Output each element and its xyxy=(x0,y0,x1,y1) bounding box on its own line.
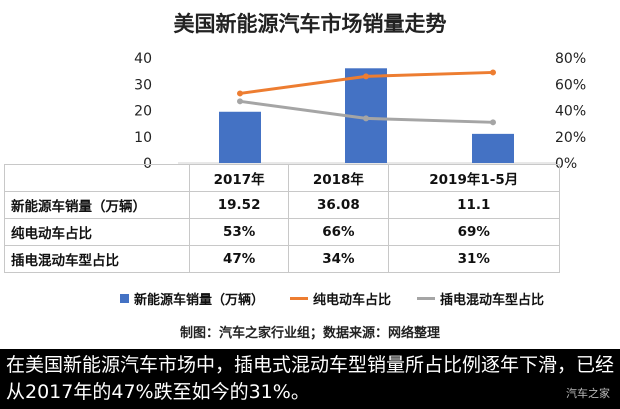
y-right-tick-label: 60% xyxy=(555,77,586,93)
table-cell: 36.08 xyxy=(288,191,389,219)
legend-item-sales: 新能源车销量（万辆） xyxy=(120,289,264,308)
y-right-tick-label: 20% xyxy=(555,130,586,146)
legend-label: 插电混动车型占比 xyxy=(440,292,545,308)
y-right-tick-label: 40% xyxy=(555,104,586,120)
table-cell: 19.52 xyxy=(188,191,290,219)
watermark-logo: 汽车之家 xyxy=(566,387,610,400)
legend-swatch-line xyxy=(417,296,436,300)
y-right-tick-label: 0% xyxy=(555,156,577,172)
table-cell: 11.1 xyxy=(387,191,560,219)
series-point xyxy=(237,90,243,97)
table-row-label: 新能源车销量（万辆） xyxy=(4,191,190,219)
series-point xyxy=(490,69,496,76)
y-left-tick-label: 30 xyxy=(134,77,152,93)
y-left-tick-label: 10 xyxy=(134,130,152,146)
table-cell: 47% xyxy=(188,245,290,273)
series-point xyxy=(237,98,243,105)
table-row-label: 插电混动车型占比 xyxy=(4,245,190,273)
legend-swatch-line xyxy=(290,296,309,300)
table-cell: 31% xyxy=(387,245,560,273)
table-header-row: 2017年 2018年 2019年1-5月 xyxy=(4,164,560,192)
chart-title: 美国新能源汽车市场销量走势 xyxy=(173,12,447,36)
table-row: 纯电动车占比 53% 66% 69% xyxy=(4,218,560,246)
table-cell: 34% xyxy=(288,245,389,273)
table-cell: 66% xyxy=(288,218,389,246)
table-header-cell: 2019年1-5月 xyxy=(387,164,560,192)
table-row: 插电混动车型占比 47% 34% 31% xyxy=(4,245,560,273)
chart-legend: 新能源车销量（万辆） 纯电动车占比 插电混动车型占比 xyxy=(120,289,544,308)
table-cell: 69% xyxy=(387,218,560,246)
table-header-cell: 2018年 xyxy=(288,164,389,192)
table-row: 新能源车销量（万辆） 19.52 36.08 11.1 xyxy=(4,191,560,219)
caption-text: 在美国新能源汽车市场中，插电式混动车型销量所占比例逐年下滑，已经从2017年的4… xyxy=(6,354,615,403)
data-table: 2017年 2018年 2019年1-5月 新能源车销量（万辆） 19.52 3… xyxy=(4,164,560,273)
legend-item-bev: 纯电动车占比 xyxy=(290,289,391,308)
series-point xyxy=(490,119,496,126)
bar xyxy=(472,133,514,163)
series-point xyxy=(363,73,369,80)
y-right-tick-label: 80% xyxy=(555,51,586,67)
table-cell: 53% xyxy=(188,218,290,246)
legend-item-phev: 插电混动车型占比 xyxy=(417,289,544,308)
legend-swatch-bar xyxy=(120,293,129,303)
legend-label: 新能源车销量（万辆） xyxy=(134,292,265,308)
series-point xyxy=(363,115,369,122)
bar xyxy=(219,111,261,163)
y-left-tick-label: 40 xyxy=(134,51,152,67)
source-note: 制图：汽车之家行业组；数据来源：网络整理 xyxy=(179,326,440,341)
table-corner xyxy=(4,164,190,192)
caption-banner: 在美国新能源汽车市场中，插电式混动车型销量所占比例逐年下滑，已经从2017年的4… xyxy=(0,349,620,409)
legend-label: 纯电动车占比 xyxy=(313,292,392,308)
y-left-tick-label: 20 xyxy=(134,104,152,120)
table-header-cell: 2017年 xyxy=(188,164,290,192)
table-row-label: 纯电动车占比 xyxy=(4,218,190,246)
